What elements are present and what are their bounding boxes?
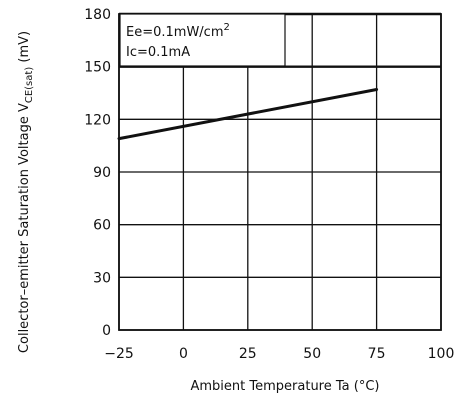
y-tick-label: 90 xyxy=(93,165,111,181)
annotation-irradiance: Ee=0.1mW/cm2 xyxy=(126,22,230,40)
annotation-collector-current: Ic=0.1mA xyxy=(126,45,190,60)
x-tick-label: 25 xyxy=(239,346,257,362)
y-tick-label: 150 xyxy=(84,60,111,76)
x-tick-label: 50 xyxy=(303,346,321,362)
series-group xyxy=(117,87,379,141)
y-tick-label: 30 xyxy=(93,270,111,286)
y-tick-label: 0 xyxy=(102,323,111,339)
x-tick-label: −25 xyxy=(104,346,134,362)
x-tick-label: 0 xyxy=(179,346,188,362)
x-axis-title: Ambient Temperature Ta (°C) xyxy=(191,379,380,394)
series-line xyxy=(117,87,379,141)
annotation-box xyxy=(119,13,286,67)
y-tick-label: 120 xyxy=(84,112,111,128)
y-tick-label: 60 xyxy=(93,218,111,234)
y-axis-title: Collector–emitter Saturation Voltage VCE… xyxy=(17,31,35,353)
y-tick-label: 180 xyxy=(84,7,111,23)
y-tick-labels: 0 30 60 90 120 150 180 xyxy=(84,7,111,339)
x-tick-label: 75 xyxy=(368,346,386,362)
x-tick-labels: −25 0 25 50 75 100 xyxy=(104,346,454,362)
x-tick-label: 100 xyxy=(428,346,455,362)
